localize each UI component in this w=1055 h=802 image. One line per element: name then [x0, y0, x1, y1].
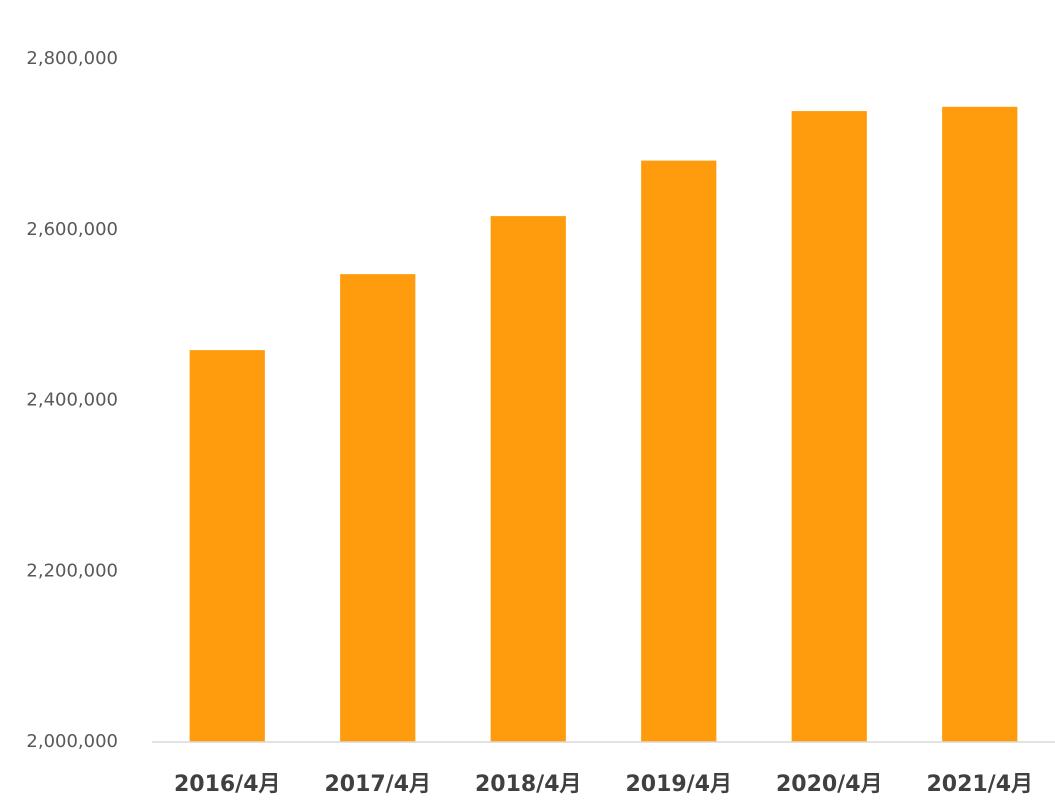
bar [340, 274, 416, 742]
bar [942, 106, 1018, 742]
bar [641, 160, 717, 742]
y-tick-label: 2,400,000 [26, 390, 118, 411]
x-tick-label: 2018/4月 [475, 772, 582, 797]
x-tick-label: 2020/4月 [776, 772, 883, 797]
bar [490, 216, 566, 743]
y-tick-label: 2,800,000 [26, 48, 118, 69]
y-tick-label: 2,200,000 [26, 560, 118, 581]
bar [791, 111, 867, 743]
y-tick-label: 2,000,000 [26, 731, 118, 752]
x-tick-label: 2017/4月 [324, 772, 431, 797]
bar [189, 350, 265, 742]
x-tick-label: 2016/4月 [174, 772, 281, 797]
x-tick-label: 2021/4月 [926, 772, 1033, 797]
y-tick-label: 2,600,000 [26, 219, 118, 240]
x-tick-label: 2019/4月 [625, 772, 732, 797]
